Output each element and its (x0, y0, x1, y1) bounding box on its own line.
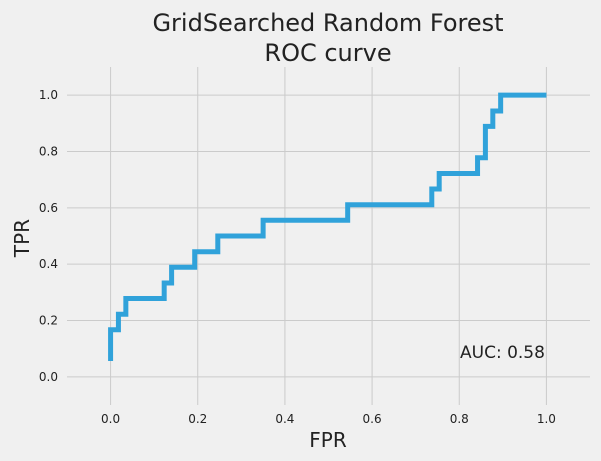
tick-labels: 0.0 0.2 0.4 0.6 0.8 1.0 0.0 0.2 0.4 0.6 0.8 1.0 (39, 88, 556, 426)
y-tick-label: 0.2 (39, 314, 58, 328)
y-tick-label: 0.6 (39, 201, 58, 215)
chart-title-line-2: ROC curve (264, 39, 391, 67)
y-tick-label: 0.0 (39, 370, 58, 384)
series (108, 92, 547, 362)
x-tick-label: 0.6 (363, 412, 382, 426)
auc-annotation: AUC: 0.58 (460, 343, 545, 363)
x-tick-label: 0.0 (101, 412, 120, 426)
x-tick-label: 0.8 (450, 412, 469, 426)
y-axis-label: TPR (10, 219, 34, 258)
x-tick-label: 0.2 (188, 412, 207, 426)
x-tick-label: 1.0 (537, 412, 556, 426)
y-tick-label: 1.0 (39, 88, 58, 102)
x-tick-label: 0.4 (275, 412, 294, 426)
chart-title-line-1: GridSearched Random Forest (152, 9, 503, 37)
roc-curve-line (108, 92, 547, 362)
x-axis-label: FPR (309, 428, 347, 452)
y-tick-label: 0.4 (39, 257, 58, 271)
grid (67, 67, 590, 405)
y-tick-label: 0.8 (39, 145, 58, 159)
